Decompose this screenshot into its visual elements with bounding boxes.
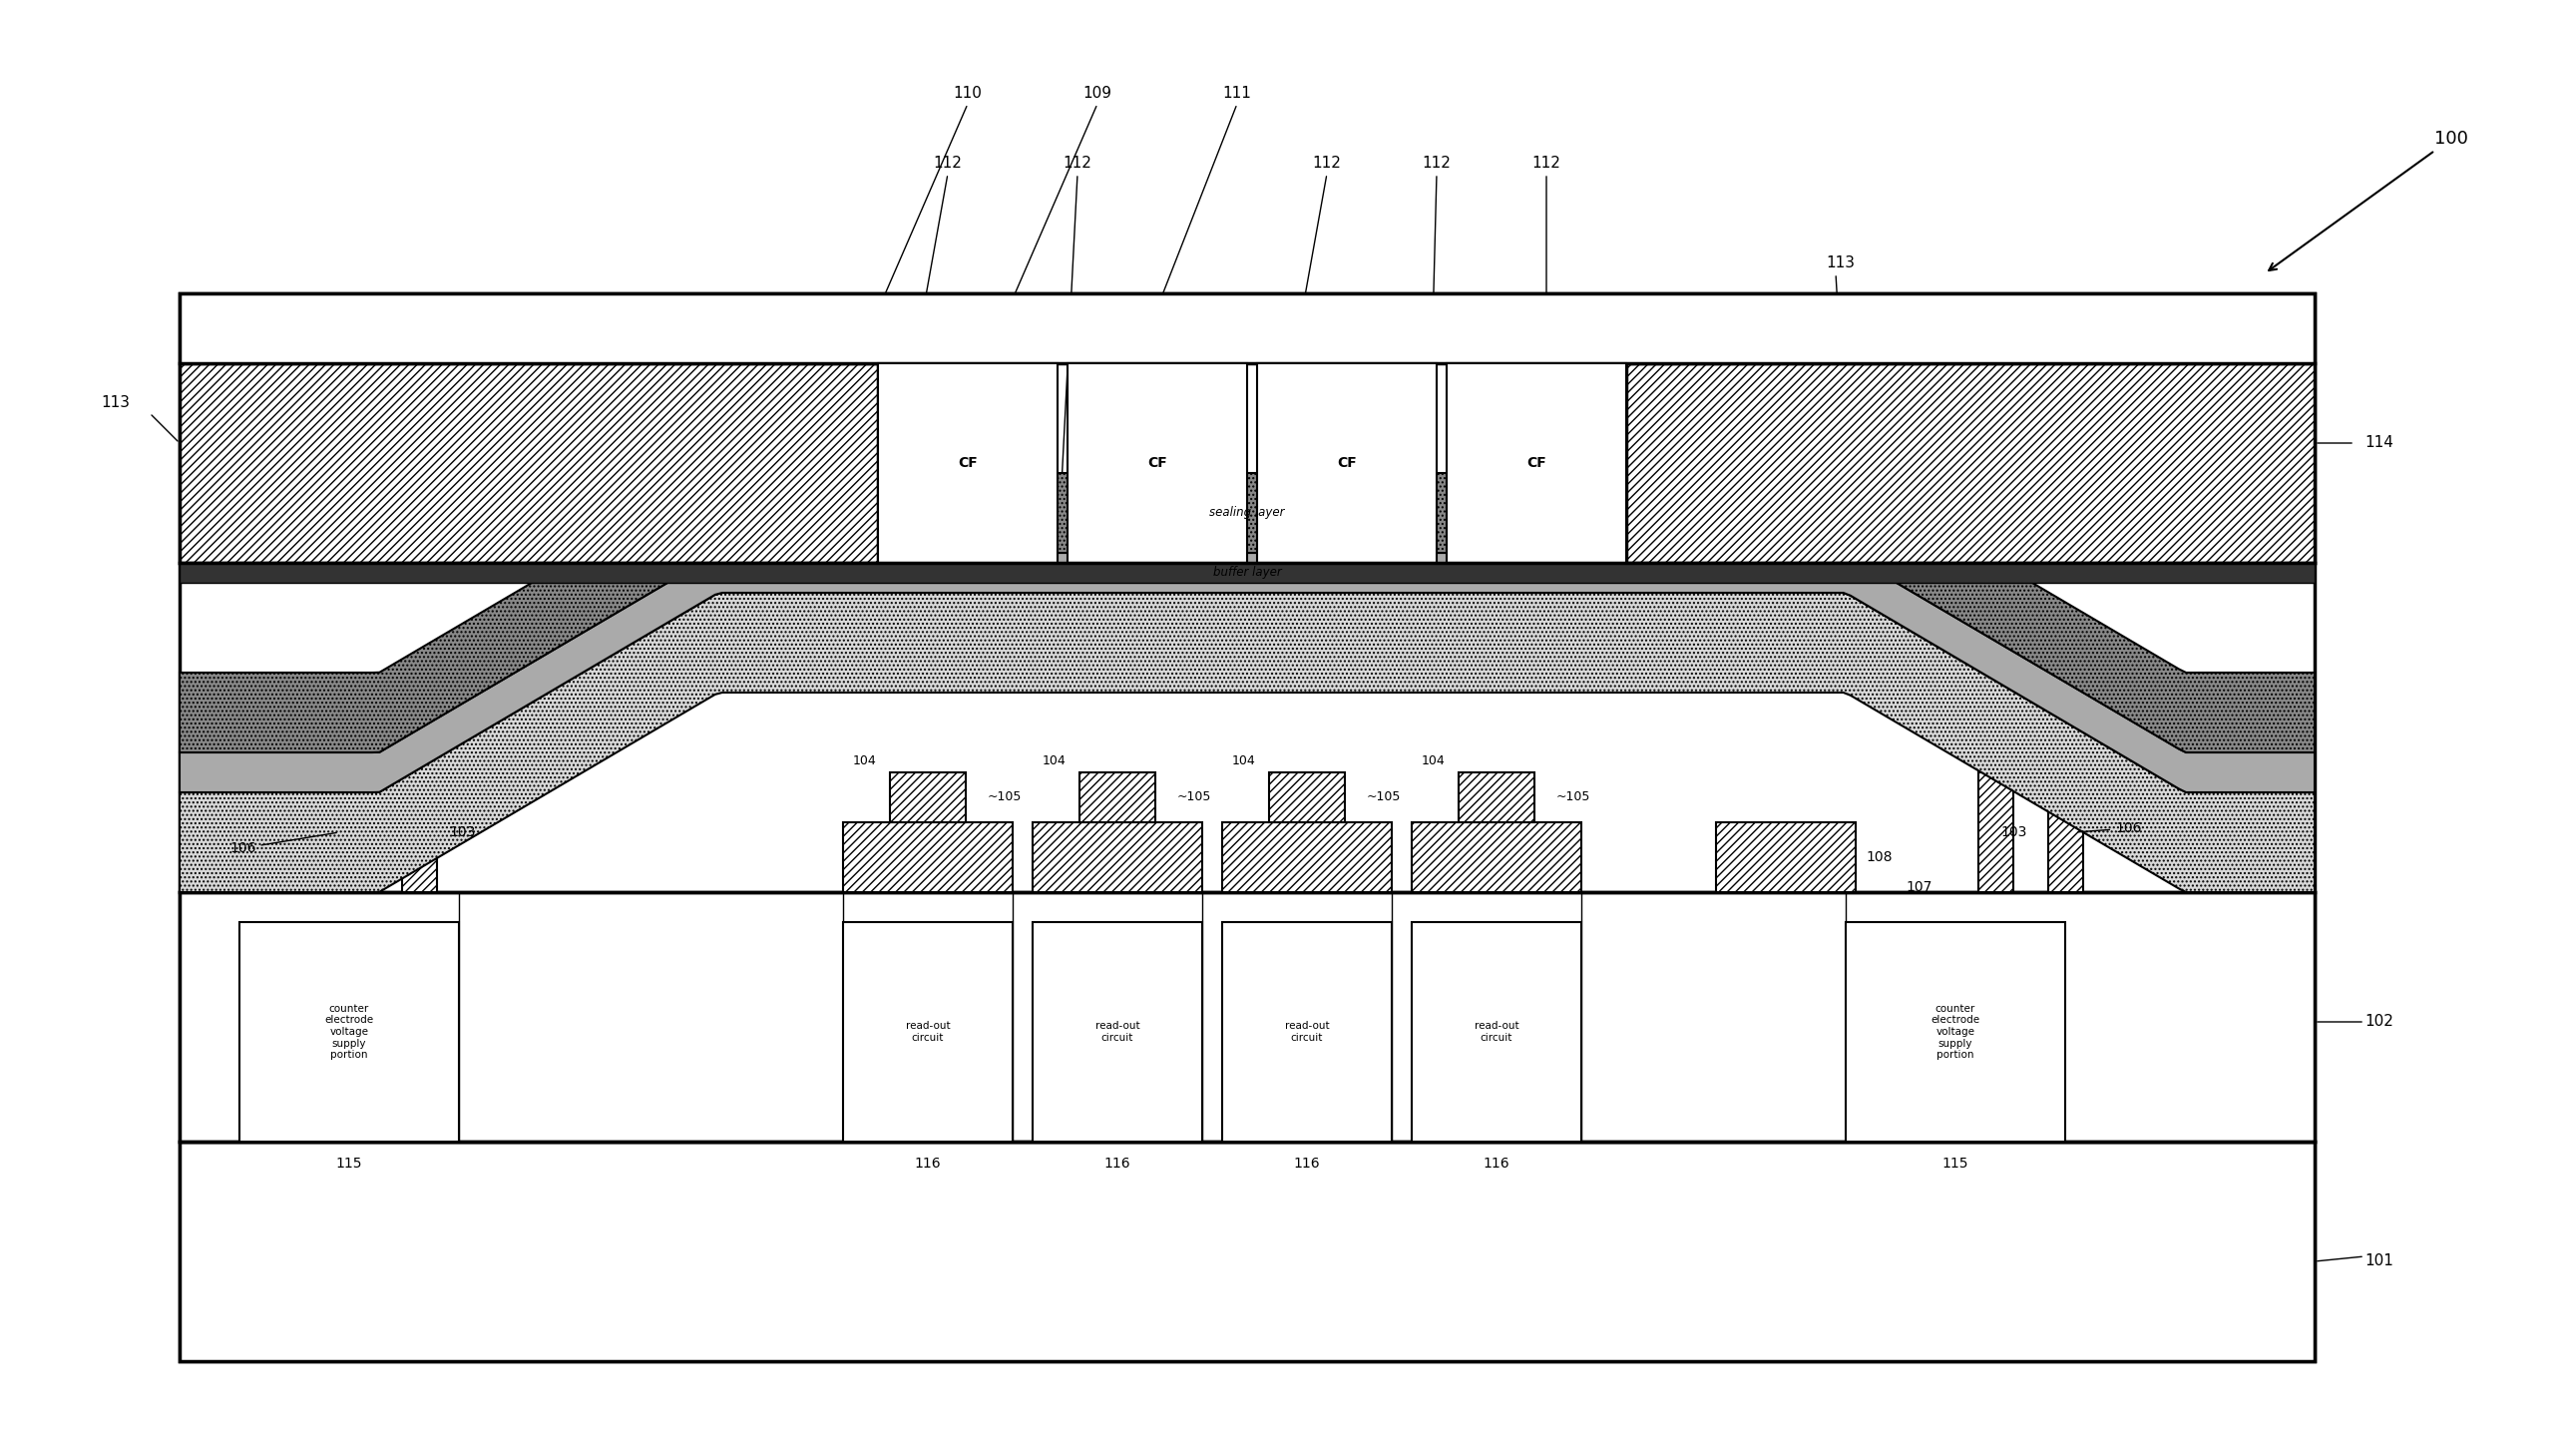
Text: buffer layer: buffer layer — [1213, 566, 1280, 579]
Text: 113: 113 — [1826, 256, 1855, 271]
Bar — [1033, 823, 1203, 892]
Polygon shape — [180, 473, 2316, 752]
Bar — [1221, 823, 1391, 892]
Text: 106: 106 — [229, 833, 337, 855]
Bar — [180, 892, 2316, 1141]
Text: 106: 106 — [2079, 821, 2141, 836]
Bar — [889, 772, 966, 823]
Bar — [180, 1141, 2316, 1362]
Bar — [1844, 922, 2066, 1141]
Bar — [842, 922, 1012, 1141]
Text: 104: 104 — [853, 755, 876, 768]
Text: read-out
circuit: read-out circuit — [1095, 1022, 1139, 1043]
Text: 104: 104 — [1422, 755, 1445, 768]
Text: 112: 112 — [1314, 156, 1342, 171]
Bar — [1412, 823, 1582, 892]
Text: 107: 107 — [1906, 880, 1932, 893]
Text: CF: CF — [1528, 455, 1546, 470]
Bar — [180, 294, 2316, 363]
Text: 115: 115 — [335, 1157, 363, 1170]
Text: read-out
circuit: read-out circuit — [1285, 1022, 1329, 1043]
Bar — [240, 922, 459, 1141]
Bar — [1033, 922, 1203, 1141]
Text: ~105: ~105 — [1365, 791, 1401, 804]
Text: 116: 116 — [1484, 1157, 1510, 1170]
Bar — [1716, 823, 1855, 892]
Text: counter
electrode
voltage
supply
portion: counter electrode voltage supply portion — [325, 1004, 374, 1061]
Text: ~105: ~105 — [1556, 791, 1589, 804]
Text: CF: CF — [1146, 455, 1167, 470]
Text: CF: CF — [958, 455, 979, 470]
Text: 103: 103 — [448, 826, 474, 839]
Polygon shape — [180, 553, 2316, 793]
Text: 101: 101 — [2365, 1254, 2393, 1270]
Bar — [1257, 363, 1437, 563]
Text: 103: 103 — [2002, 826, 2027, 839]
Text: sealing layer: sealing layer — [1211, 506, 1285, 519]
Bar — [332, 772, 366, 892]
Text: 100: 100 — [2269, 130, 2468, 271]
Text: CF: CF — [1337, 455, 1358, 470]
Text: 115: 115 — [1942, 1157, 1968, 1170]
Bar — [180, 294, 2316, 1362]
Text: 116: 116 — [914, 1157, 940, 1170]
Bar — [1978, 772, 2012, 892]
Polygon shape — [180, 592, 2316, 892]
Text: 108: 108 — [1865, 850, 1893, 865]
Text: ~105: ~105 — [987, 791, 1023, 804]
Text: 104: 104 — [1043, 755, 1066, 768]
Bar — [1079, 772, 1157, 823]
Text: 109: 109 — [1082, 86, 1113, 101]
Text: ~105: ~105 — [1177, 791, 1211, 804]
Text: 113: 113 — [100, 396, 129, 411]
Bar — [2048, 772, 2081, 892]
Text: 102: 102 — [2365, 1014, 2393, 1029]
Text: 112: 112 — [1064, 156, 1092, 171]
Text: 116: 116 — [1293, 1157, 1321, 1170]
Text: 112: 112 — [933, 156, 963, 171]
Text: 104: 104 — [1231, 755, 1257, 768]
Bar — [1448, 363, 1625, 563]
Bar — [180, 563, 2316, 582]
Bar — [1066, 363, 1247, 563]
Text: 112: 112 — [1422, 156, 1450, 171]
Bar — [1412, 922, 1582, 1141]
Text: 111: 111 — [1224, 86, 1252, 101]
Bar — [1458, 772, 1535, 823]
Bar — [180, 363, 878, 563]
Bar — [842, 823, 1012, 892]
Text: 116: 116 — [1105, 1157, 1131, 1170]
Bar — [1270, 772, 1345, 823]
Text: 114: 114 — [2365, 435, 2393, 451]
Text: read-out
circuit: read-out circuit — [907, 1022, 951, 1043]
Bar — [1625, 363, 2316, 563]
Bar — [1221, 922, 1391, 1141]
Bar — [402, 772, 435, 892]
Text: read-out
circuit: read-out circuit — [1473, 1022, 1520, 1043]
Bar — [878, 363, 1059, 563]
Text: counter
electrode
voltage
supply
portion: counter electrode voltage supply portion — [1932, 1004, 1981, 1061]
Text: 110: 110 — [953, 86, 981, 101]
Text: 112: 112 — [1533, 156, 1561, 171]
